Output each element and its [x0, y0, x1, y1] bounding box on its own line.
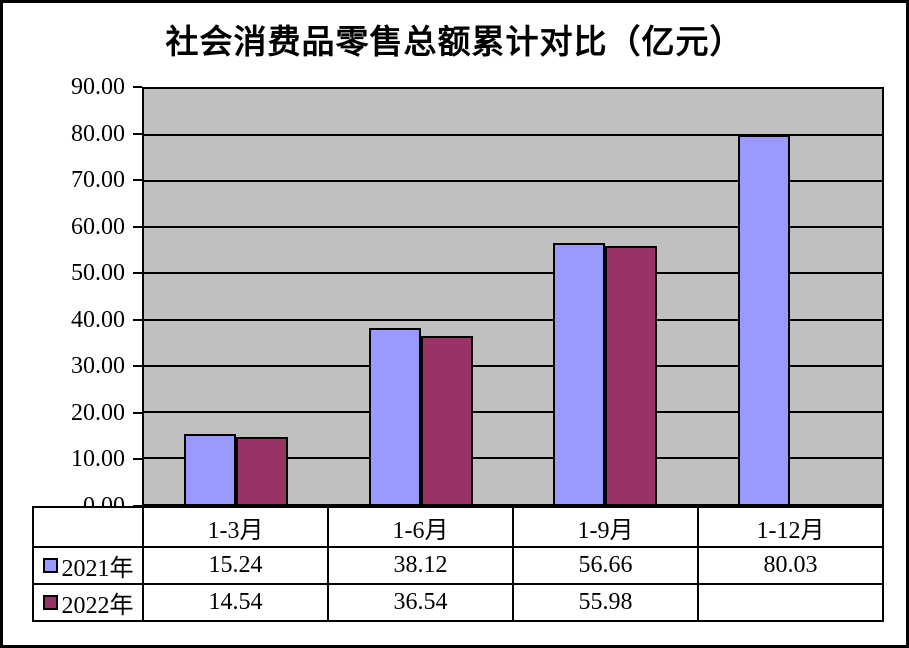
- y-tick-mark: [133, 225, 142, 228]
- gridline-50: [144, 272, 882, 275]
- category-label: 1-12月: [697, 506, 884, 548]
- category-header-row: 1-3月 1-6月 1-9月 1-12月: [32, 506, 884, 548]
- bar-2021年-1-9月: [553, 243, 605, 504]
- value-cell: 14.54: [142, 583, 329, 622]
- y-tick-label-30: 30.00: [71, 353, 125, 380]
- bar-2022年-1-3月: [236, 437, 288, 504]
- bar-2021年-1-6月: [369, 328, 421, 504]
- y-tick-mark: [133, 411, 142, 414]
- y-tick-mark: [133, 179, 142, 182]
- value-cell: 38.12: [327, 546, 514, 585]
- category-label: 1-6月: [327, 506, 514, 548]
- gridline-60: [144, 226, 882, 229]
- y-tick-label-50: 50.00: [71, 260, 125, 287]
- y-tick-label-10: 10.00: [71, 446, 125, 473]
- y-tick-mark: [133, 318, 142, 321]
- y-tick-label-40: 40.00: [71, 306, 125, 333]
- bar-2022年-1-9月: [605, 246, 657, 504]
- gridline-70: [144, 180, 882, 183]
- value-cell: 15.24: [142, 546, 329, 585]
- y-tick-label-70: 70.00: [71, 167, 125, 194]
- y-tick-mark: [133, 132, 142, 135]
- y-tick-mark: [133, 86, 142, 88]
- legend-cell-2021: 2021年: [32, 546, 144, 585]
- gridline-30: [144, 364, 882, 367]
- plot-area: [142, 87, 884, 506]
- data-table: 1-3月 1-6月 1-9月 1-12月 2021年 15.24 38.12 5…: [32, 506, 884, 622]
- y-tick-mark: [133, 505, 142, 507]
- y-tick-label-80: 80.00: [71, 120, 125, 147]
- bar-2021年-1-3月: [184, 434, 236, 504]
- value-cell: 56.66: [512, 546, 699, 585]
- category-label: 1-9月: [512, 506, 699, 548]
- gridline-10: [144, 456, 882, 459]
- y-tick-mark: [133, 365, 142, 368]
- bar-2021年-1-12月: [738, 135, 790, 504]
- legend-cell-2022: 2022年: [32, 583, 144, 622]
- y-tick-mark: [133, 272, 142, 275]
- y-tick-label-20: 20.00: [71, 399, 125, 426]
- gridline-20: [144, 410, 882, 413]
- bar-2022年-1-6月: [421, 336, 473, 504]
- legend-swatch-2021: [42, 558, 58, 573]
- legend-swatch-2022: [42, 595, 58, 610]
- table-row-2022: 2022年 14.54 36.54 55.98: [32, 583, 884, 622]
- gridline-40: [144, 318, 882, 321]
- value-cell: 80.03: [697, 546, 884, 585]
- value-cell: 55.98: [512, 583, 699, 622]
- value-cell: [697, 583, 884, 622]
- table-corner-blank: [32, 506, 144, 548]
- y-tick-mark: [133, 458, 142, 461]
- series-name-2021: 2021年: [61, 556, 134, 582]
- category-label: 1-3月: [142, 506, 329, 548]
- series-name-2022: 2022年: [61, 593, 134, 619]
- chart-title: 社会消费品零售总额累计对比（亿元）: [165, 25, 744, 61]
- gridline-80: [144, 134, 882, 137]
- value-cell: 36.54: [327, 583, 514, 622]
- y-tick-label-60: 60.00: [71, 213, 125, 240]
- table-row-2021: 2021年 15.24 38.12 56.66 80.03: [32, 546, 884, 585]
- y-tick-label-90: 90.00: [71, 74, 125, 100]
